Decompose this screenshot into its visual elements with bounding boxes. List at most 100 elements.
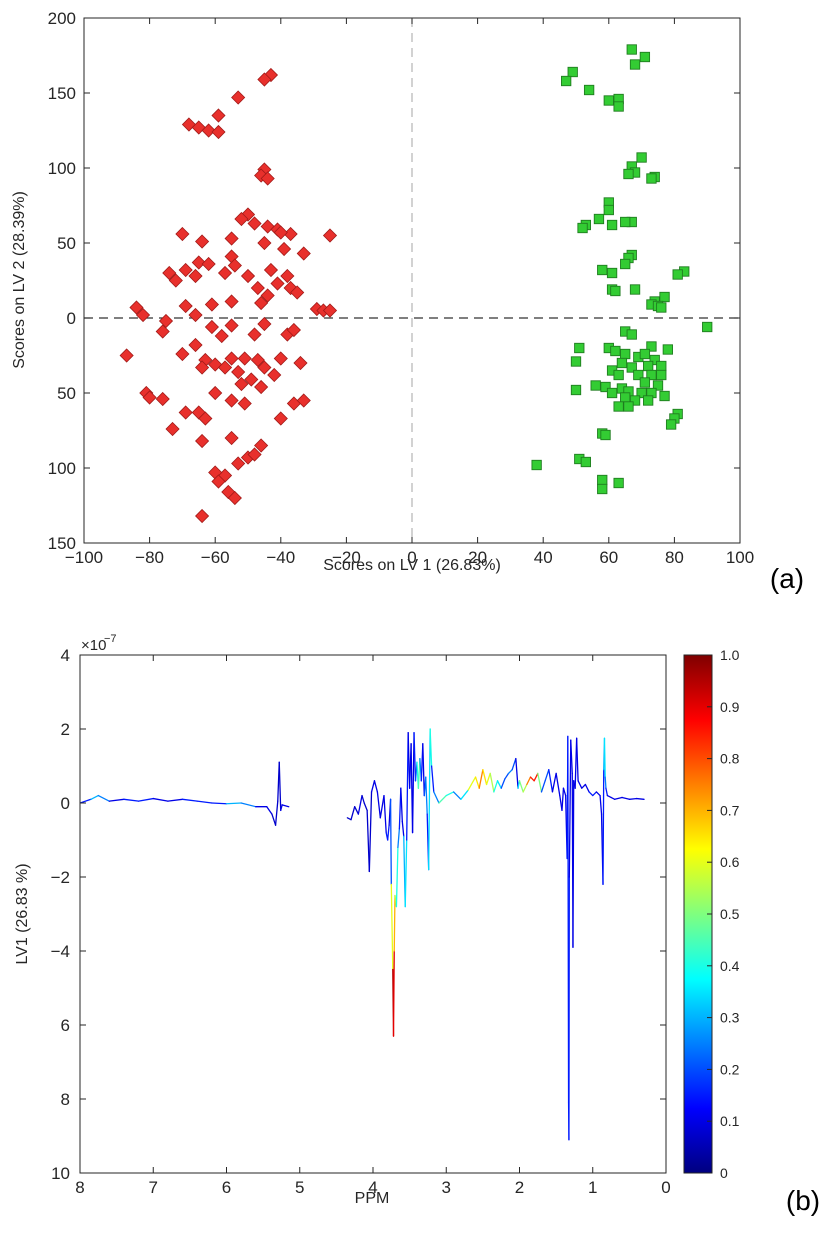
green-square-point [604, 205, 613, 214]
green-square-point [621, 393, 630, 402]
green-square-point [614, 478, 623, 487]
y-tick-label: 0 [67, 309, 76, 328]
green-square-point [607, 268, 616, 277]
green-square-point [614, 102, 623, 111]
x-tick-label: 100 [726, 548, 754, 567]
panel-label-b: (b) [786, 1185, 820, 1216]
loading-line-segment [573, 781, 574, 948]
green-square-point [598, 484, 607, 493]
green-square-point [598, 265, 607, 274]
axis-multiplier-base: ×10 [81, 637, 106, 654]
colorbar-tick-label: 1.0 [720, 647, 740, 663]
x-tick-label: 6 [222, 1178, 231, 1197]
green-square-point [643, 361, 652, 370]
loading-line-segment [394, 896, 395, 952]
green-square-point [663, 345, 672, 354]
y-tick-label: 2 [61, 720, 70, 739]
x-tick-label: 40 [534, 548, 553, 567]
green-square-point [657, 370, 666, 379]
green-square-point [657, 303, 666, 312]
colorbar-tick-label: 0 [720, 1165, 728, 1181]
colorbar-tick-label: 0.4 [720, 958, 740, 974]
green-square-point [607, 220, 616, 229]
green-square-point [637, 153, 646, 162]
panel-label-a: (a) [770, 563, 804, 594]
loadings-plot-axes-box [80, 655, 666, 1173]
loading-line-segment [391, 799, 392, 884]
x-tick-label: 1 [588, 1178, 597, 1197]
green-square-point [591, 381, 600, 390]
green-square-point [611, 286, 620, 295]
colorbar-tick-label: 0.2 [720, 1061, 740, 1077]
score-plot-y-label: Scores on LV 2 (28.39%) [11, 191, 28, 369]
green-square-point [657, 361, 666, 370]
y-tick-label: −4 [51, 942, 70, 961]
loading-line-segment [394, 951, 395, 1036]
green-square-point [647, 174, 656, 183]
green-square-point [607, 388, 616, 397]
x-tick-label: 8 [75, 1178, 84, 1197]
colorbar-tick-label: 0.1 [720, 1113, 740, 1129]
green-square-point [703, 322, 712, 331]
green-square-point [640, 52, 649, 61]
x-tick-label: −80 [135, 548, 164, 567]
green-square-point [575, 343, 584, 352]
green-square-point [578, 223, 587, 232]
colorbar-tick-label: 0.3 [720, 1010, 740, 1026]
green-square-point [604, 96, 613, 105]
colorbar-tick-label: 0.8 [720, 751, 740, 767]
green-square-point [621, 259, 630, 268]
green-square-point [598, 475, 607, 484]
green-square-point [640, 378, 649, 387]
green-square-point [561, 76, 570, 85]
green-square-point [617, 358, 626, 367]
y-tick-label: 150 [48, 84, 76, 103]
axis-multiplier: ×10 −7 [81, 633, 117, 654]
loading-line-segment [212, 803, 227, 804]
green-square-point [601, 430, 610, 439]
y-tick-label: 0 [61, 794, 70, 813]
green-square-point [614, 402, 623, 411]
y-tick-label: 6 [61, 1016, 70, 1035]
x-tick-label: 80 [665, 548, 684, 567]
green-square-point [571, 385, 580, 394]
green-square-point [614, 370, 623, 379]
y-tick-label: 8 [61, 1090, 70, 1109]
y-tick-label: −2 [51, 868, 70, 887]
x-tick-label: −60 [201, 548, 230, 567]
y-tick-label: 50 [57, 234, 76, 253]
x-tick-label: 7 [149, 1178, 158, 1197]
green-square-point [571, 357, 580, 366]
green-square-point [630, 60, 639, 69]
loadings-plot-x-label: PPM [355, 1190, 390, 1207]
loading-line-segment [637, 799, 644, 800]
green-square-point [568, 67, 577, 76]
loading-line-segment [603, 770, 604, 885]
colorbar-tick-label: 0.9 [720, 699, 740, 715]
y-tick-label: 10 [51, 1164, 70, 1183]
y-tick-label: 150 [48, 534, 76, 553]
green-square-point [660, 292, 669, 301]
score-plot-x-label: Scores on LV 1 (26.83%) [323, 557, 501, 574]
green-square-point [621, 349, 630, 358]
green-square-point [624, 169, 633, 178]
loadings-plot-y-label: LV1 (26.83 %) [14, 863, 31, 964]
green-square-point [581, 457, 590, 466]
green-square-point [640, 349, 649, 358]
colorbar-tick-label: 0.7 [720, 802, 740, 818]
loading-line-segment [227, 803, 242, 804]
x-tick-label: −40 [266, 548, 295, 567]
y-tick-label: 100 [48, 159, 76, 178]
green-square-point [594, 214, 603, 223]
green-square-point [624, 402, 633, 411]
green-square-point [611, 346, 620, 355]
loading-line-segment [629, 799, 636, 800]
x-tick-label: 3 [442, 1178, 451, 1197]
y-tick-label: 50 [57, 384, 76, 403]
x-tick-label: 0 [661, 1178, 670, 1197]
green-square-point [627, 330, 636, 339]
loading-line-segment [605, 777, 606, 788]
